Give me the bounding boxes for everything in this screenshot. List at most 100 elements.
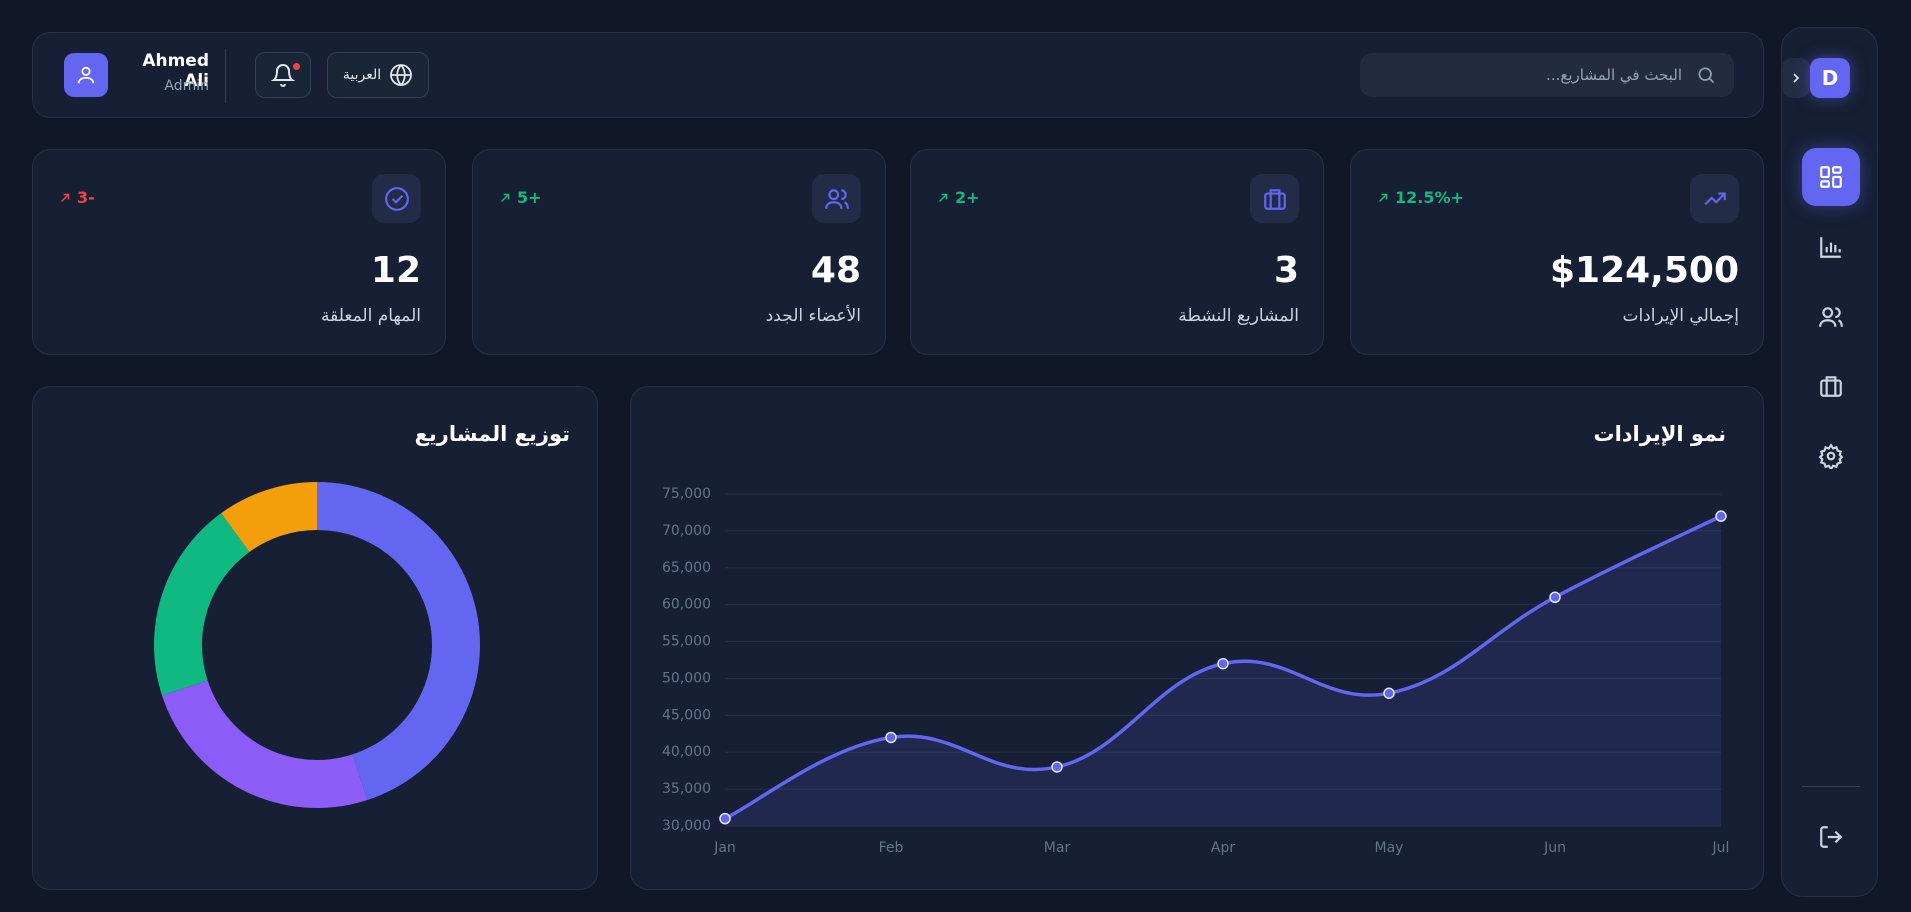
data-point	[885, 731, 897, 744]
stat-change: 3-	[59, 188, 95, 207]
y-tick-label: 35,000	[662, 781, 711, 797]
stat-card: 2+ 3 المشاريع النشطة	[910, 149, 1324, 355]
y-tick-label: 65,000	[662, 560, 711, 576]
stat-icon	[1690, 174, 1739, 223]
x-tick-label: Jun	[1543, 840, 1566, 856]
y-tick-label: 75,000	[662, 486, 711, 502]
doughnut-segment	[153, 513, 250, 696]
stat-value: 3	[1273, 250, 1299, 291]
stat-icon-glyph	[384, 186, 409, 211]
divider	[225, 49, 226, 103]
chevron-icon	[1793, 73, 1800, 83]
stat-value: 48	[810, 250, 861, 291]
search-box[interactable]: البحث في المشاريع...	[1360, 53, 1734, 97]
stat-change-value: 12.5%+	[1395, 188, 1464, 207]
doughnut-segment	[161, 680, 368, 808]
settings-icon	[1818, 443, 1844, 469]
line-chart: نمو الإيرادات 30,000 35,000 40,000 45,000 50,…	[662, 422, 1730, 856]
chart-icon	[1820, 237, 1841, 258]
stat-icon-glyph	[1703, 192, 1726, 205]
x-tick-label: Mar	[1044, 840, 1071, 856]
logout-button[interactable]	[1802, 808, 1860, 866]
trend-arrow	[938, 193, 948, 202]
y-tick-label: 45,000	[662, 707, 711, 723]
stat-icon-glyph	[824, 188, 849, 209]
stat-change-value: 5+	[517, 188, 542, 207]
stat-icon	[812, 174, 861, 223]
user-icon	[77, 66, 95, 84]
logout-icon	[1820, 826, 1843, 848]
stat-change: 12.5%+	[1377, 188, 1464, 207]
stat-change: 2+	[937, 188, 980, 207]
chart-title: نمو الإيرادات	[1593, 422, 1726, 446]
y-tick-label: 70,000	[662, 523, 711, 539]
x-tick-label: Jul	[1712, 840, 1730, 856]
line-area	[725, 516, 1721, 826]
dashboard-icon	[1820, 166, 1842, 188]
nav-analytics[interactable]	[1802, 218, 1860, 276]
y-tick-label: 40,000	[662, 744, 711, 760]
language-button[interactable]: العربية	[327, 52, 429, 98]
logo: D	[1810, 58, 1850, 98]
stat-icon-glyph	[1263, 188, 1286, 210]
header: Ahmed Ali Admin العربية البحث في المشاري…	[32, 32, 1764, 118]
y-tick-label: 60,000	[662, 597, 711, 613]
stat-label: إجمالي الإيرادات	[1622, 306, 1739, 326]
stat-card: 5+ 48 الأعضاء الجدد	[472, 149, 886, 355]
data-point	[1715, 510, 1727, 522]
stat-card: 3- 12 المهام المعلقة	[32, 149, 446, 355]
x-tick-label: May	[1375, 840, 1404, 856]
doughnut-segment	[221, 482, 317, 552]
stat-label: المهام المعلقة	[321, 306, 421, 326]
trend-arrow	[60, 193, 70, 202]
x-tick-label: Apr	[1211, 840, 1235, 856]
nav-users[interactable]	[1802, 288, 1860, 346]
data-point	[719, 812, 731, 825]
language-label: العربية	[342, 67, 382, 83]
stat-value: 12	[370, 250, 421, 291]
stat-card: 12.5%+ $124,500 إجمالي الإيرادات	[1350, 149, 1764, 355]
trend-arrow	[500, 193, 510, 202]
search-placeholder: البحث في المشاريع...	[1546, 66, 1682, 84]
stat-icon	[372, 174, 421, 223]
line-chart-card: نمو الإيرادات 30,000 35,000 40,000 45,000 50,…	[630, 386, 1764, 890]
bell-icon	[271, 64, 295, 87]
globe-icon	[390, 64, 413, 86]
chart-title: توزيع المشاريع	[415, 422, 570, 446]
doughnut-chart: توزيع المشاريعElectronicsFashionHomeBeau…	[153, 422, 570, 808]
user-name: Ahmed Ali	[142, 51, 209, 91]
doughnut-segment	[317, 482, 480, 801]
search-icon	[1698, 67, 1715, 84]
user-role: Admin	[164, 78, 209, 94]
stat-icon	[1250, 174, 1299, 223]
stat-change: 5+	[499, 188, 542, 207]
nav-dashboard[interactable]	[1802, 148, 1860, 206]
briefcase-icon	[1820, 376, 1842, 397]
stat-value: $124,500	[1549, 250, 1739, 291]
collapse-button[interactable]	[1782, 58, 1810, 98]
y-tick-label: 50,000	[662, 670, 711, 686]
y-tick-label: 55,000	[662, 634, 711, 650]
doughnut-chart-card: توزيع المشاريعElectronicsFashionHomeBeau…	[32, 386, 598, 890]
stat-label: المشاريع النشطة	[1178, 306, 1299, 326]
x-tick-label: Jan	[713, 840, 736, 856]
nav-settings[interactable]	[1802, 427, 1860, 485]
data-point	[1383, 687, 1395, 699]
notifications-button[interactable]	[255, 52, 311, 98]
sidebar: D	[1781, 27, 1878, 897]
x-tick-label: Feb	[879, 840, 904, 856]
y-tick-label: 30,000	[662, 818, 711, 834]
user-avatar[interactable]	[64, 53, 108, 97]
stat-label: الأعضاء الجدد	[765, 306, 861, 326]
notification-dot	[293, 63, 300, 70]
users-icon	[1819, 307, 1843, 327]
stat-change-value: 2+	[955, 188, 980, 207]
stat-change-value: 3-	[77, 188, 95, 207]
data-point	[1051, 761, 1063, 773]
divider	[1802, 786, 1860, 787]
data-point	[1549, 591, 1561, 604]
trend-arrow	[1378, 193, 1388, 202]
nav-projects[interactable]	[1802, 357, 1860, 415]
data-point	[1217, 657, 1229, 670]
